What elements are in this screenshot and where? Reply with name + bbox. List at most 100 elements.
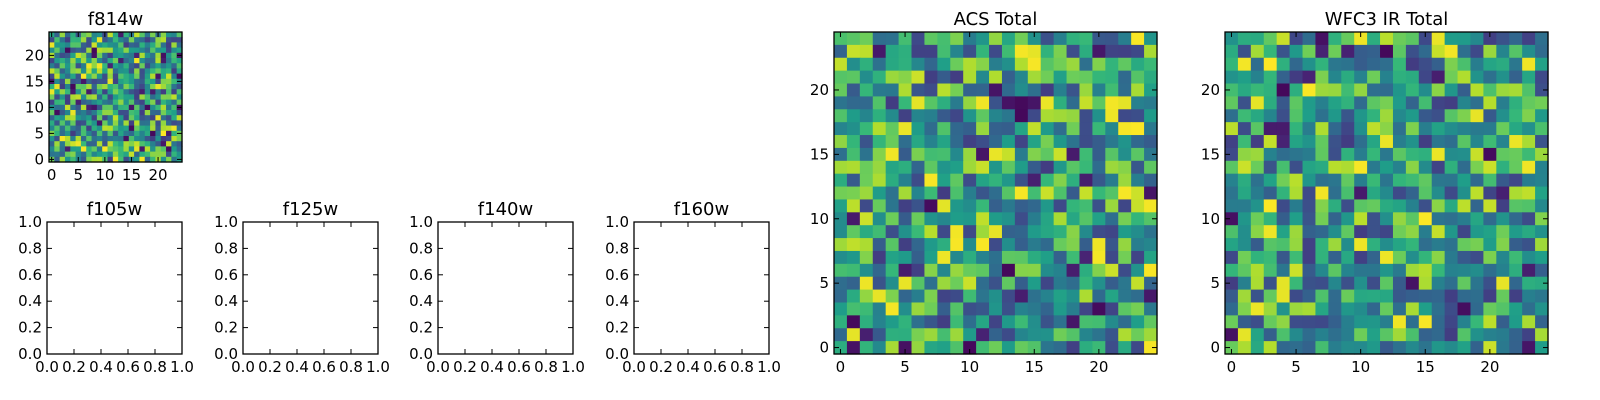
heatmap-cell [1405,250,1420,265]
heatmap-cell [1392,199,1407,213]
y-tick-label: 0 [34,150,44,168]
heatmap-cell [1225,250,1239,265]
heatmap-cell [898,135,913,149]
heatmap-cell [139,68,146,75]
heatmap-cell [1431,250,1446,265]
heatmap-cell [1014,57,1029,72]
heatmap-cell [166,89,172,95]
heatmap-cell [171,89,178,95]
heatmap-cell [54,37,61,43]
heatmap-cell [160,136,167,142]
heatmap-cell [1302,289,1317,304]
x-tick-label: 10 [960,358,979,376]
heatmap-cell [1457,341,1472,355]
heatmap-cell [846,276,861,291]
heatmap-cell [911,289,926,304]
heatmap-cell [150,104,156,111]
heatmap-cell [1079,250,1093,265]
heatmap-cell [859,225,874,239]
heatmap-cell [160,141,167,147]
heatmap-cell [160,32,167,38]
y-tick-label: 0.0 [605,345,629,363]
heatmap-cell [1092,276,1106,291]
heatmap-cell [950,263,964,278]
heatmap-cell [166,63,172,69]
heatmap-cell [176,136,183,142]
heatmap-cell [1131,160,1145,175]
heatmap-cell [937,32,951,46]
heatmap-cell [834,160,848,175]
heatmap-cell [937,70,951,85]
heatmap-cell [1105,263,1119,278]
heatmap-cell [91,125,98,132]
heatmap-cell [128,130,135,137]
heatmap-cell [1354,238,1368,252]
heatmap-cell [937,96,951,110]
heatmap-cell [1105,83,1119,97]
heatmap-cell [1367,328,1381,342]
heatmap-cell [976,250,990,265]
heatmap-cell [1250,199,1265,213]
heatmap-cell [1302,32,1317,46]
heatmap-cell [1496,289,1510,304]
heatmap-cell [1522,341,1536,355]
heatmap-cell [924,315,938,329]
heatmap-cell [859,250,874,265]
heatmap-cell [1418,173,1433,188]
heatmap-cell [846,186,861,201]
heatmap-cell [885,122,900,136]
heatmap-cell [54,47,61,54]
heatmap-cell [1027,96,1042,110]
heatmap-cell [989,315,1003,329]
heatmap-cell [1092,302,1106,316]
heatmap-cell [80,32,87,38]
heatmap-cell [1079,315,1093,329]
heatmap-cell [59,141,66,147]
heatmap-cell [1066,186,1081,201]
heatmap-cell [171,104,178,111]
heatmap-cell [134,94,141,101]
heatmap-cell [1250,315,1265,329]
heatmap-cell [64,89,71,95]
heatmap-cell [1354,225,1368,239]
heatmap-cell [139,78,146,85]
heatmap-cell [1263,83,1278,97]
y-tick-label: 20 [810,81,829,99]
heatmap-cell [1444,173,1459,188]
heatmap-cell [49,125,55,132]
heatmap-cell [1341,109,1355,123]
heatmap-cell [859,212,874,226]
heatmap-cell [118,110,125,116]
heatmap-cell [134,73,141,80]
heatmap-cell [155,37,162,43]
heatmap-cell [885,186,900,201]
heatmap-cell [846,83,861,97]
heatmap-cell [834,263,848,278]
heatmap-cell [112,99,119,106]
heatmap-cell [80,110,87,116]
heatmap-cell [49,99,55,106]
heatmap-cell [54,156,61,163]
heatmap-cell [1535,186,1549,201]
heatmap-cell [1457,135,1472,149]
heatmap-cell [1444,44,1459,59]
heatmap-cell [872,173,887,188]
heatmap-cell [96,136,103,142]
heatmap-cell [1535,276,1549,291]
heatmap-cell [1509,96,1523,110]
heatmap-cell [1509,57,1523,72]
heatmap-cell [1066,160,1081,175]
x-tick-label: 1.0 [366,358,390,376]
heatmap-cell [1470,135,1484,149]
heatmap-cell [937,109,951,123]
heatmap-cell [49,68,55,75]
heatmap-cell [1302,160,1317,175]
x-tick-label: 1.0 [757,358,781,376]
heatmap-cell [1118,147,1132,162]
heatmap-cell [1263,109,1278,123]
heatmap-cell [49,151,55,158]
heatmap-cell [911,276,926,291]
heatmap-cell [1315,32,1329,46]
heatmap-cell [1105,289,1119,304]
heatmap-cell [49,84,55,90]
